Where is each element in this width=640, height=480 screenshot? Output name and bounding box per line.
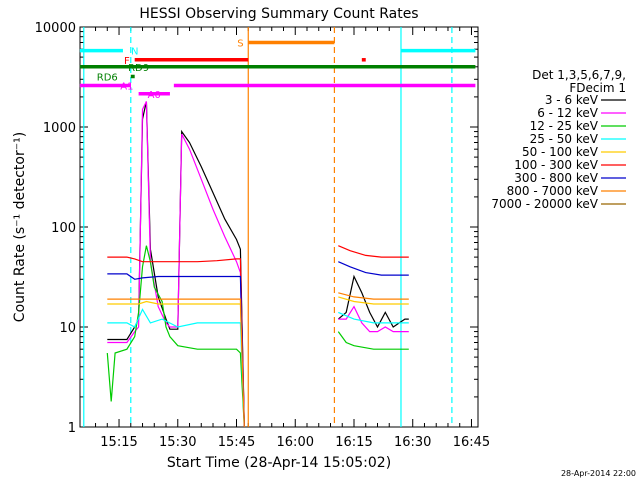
legend-header-line1: Det 1,3,5,6,7,9, [532, 68, 626, 82]
legend-entry-label: 100 - 300 keV [514, 158, 598, 172]
y-tick-label: 1 [68, 421, 76, 436]
x-tick-label: 15:30 [159, 435, 196, 450]
legend-entry-label: 300 - 800 keV [514, 171, 598, 185]
x-tick-label: 15:15 [100, 435, 137, 450]
series-line [107, 256, 245, 428]
series-line [107, 298, 245, 428]
series-line [337, 274, 409, 329]
series-line [338, 296, 409, 305]
x-tick-label: 15:45 [218, 435, 255, 450]
series-line [337, 331, 409, 350]
legend-entry-label: 12 - 25 keV [530, 119, 599, 133]
series-line [338, 245, 409, 258]
series-line [338, 311, 409, 324]
flag-label: F [124, 56, 130, 67]
series-line [107, 308, 245, 428]
series-line [338, 305, 409, 333]
legend-entry-label: 800 - 7000 keV [507, 184, 599, 198]
x-tick-label: 16:45 [453, 435, 490, 450]
y-tick-label: 1000 [43, 121, 76, 136]
series-line [107, 101, 245, 428]
series-line [107, 101, 245, 428]
flag-label: A1 [120, 82, 133, 93]
series-line [338, 292, 409, 300]
y-tick-label: 10 [59, 321, 76, 336]
y-tick-label: 100 [51, 221, 76, 236]
legend-header-line2: FDecim 1 [569, 81, 626, 95]
x-tick-label: 16:30 [394, 435, 431, 450]
legend-entry-label: 6 - 12 keV [537, 106, 599, 120]
x-axis-label: Start Time (28-Apr-14 15:05:02) [167, 455, 391, 471]
flag-label: A0 [148, 90, 161, 101]
flag-label: RD6 [97, 72, 118, 83]
legend-entry-label: 50 - 100 keV [522, 145, 599, 159]
flag-label: S [237, 38, 243, 49]
legend-entry-label: 7000 - 20000 keV [491, 197, 598, 211]
y-axis-label: Count Rate (s⁻¹ detector⁻¹) [12, 132, 28, 322]
series-line [107, 273, 245, 428]
legend-entry-label: 25 - 50 keV [530, 132, 599, 146]
flag-label: N [131, 47, 138, 58]
y-tick-label: 10000 [35, 21, 76, 36]
series-line [338, 261, 409, 276]
flag-label: RD9 [128, 63, 149, 74]
series-line [107, 300, 245, 428]
legend-entry-label: 3 - 6 keV [545, 93, 599, 107]
plot-timestamp: 28-Apr-2014 22:00 [561, 469, 636, 478]
x-tick-label: 16:00 [277, 435, 314, 450]
x-tick-label: 16:15 [335, 435, 372, 450]
chart-title: HESSI Observing Summary Count Rates [139, 6, 418, 22]
series-line [106, 245, 245, 428]
